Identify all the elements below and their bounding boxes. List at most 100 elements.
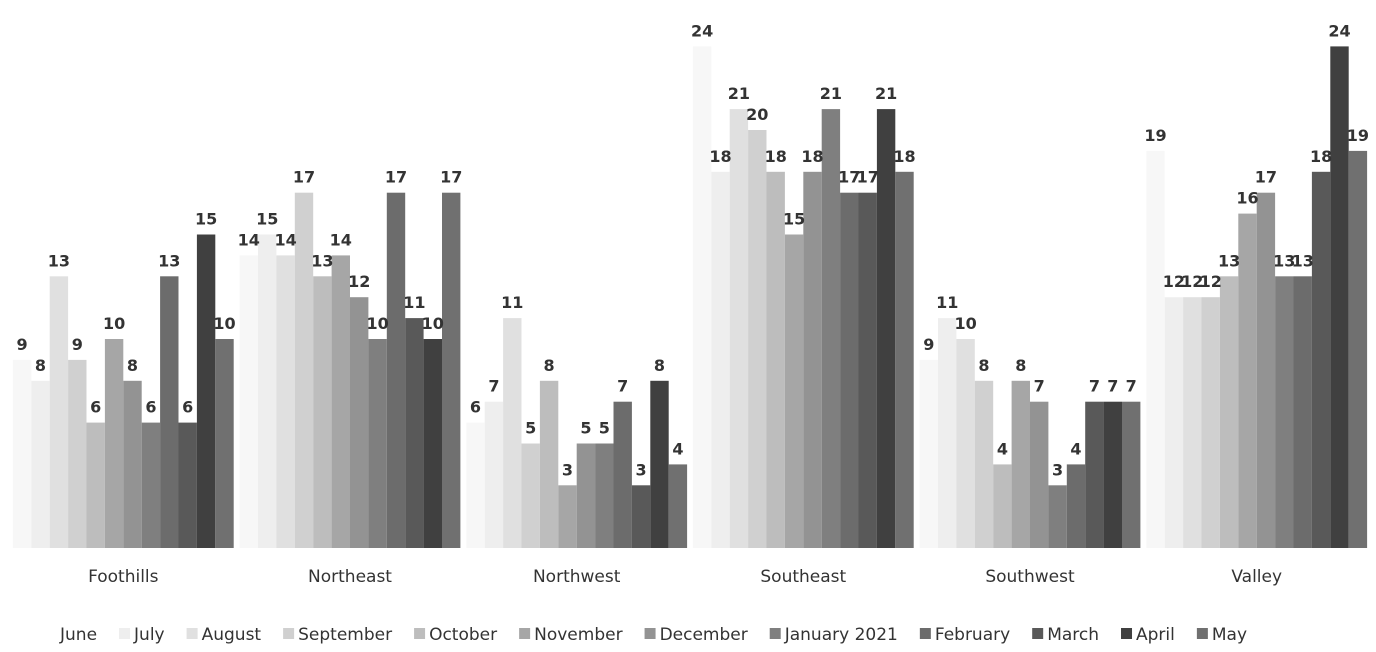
legend-swatch	[1032, 628, 1044, 639]
data-label: 13	[1292, 251, 1314, 270]
data-label: 7	[1034, 377, 1045, 396]
legend-label: December	[660, 625, 748, 645]
bar-northwest-january-2021	[595, 443, 614, 548]
bar-northwest-august	[503, 318, 522, 548]
value-labels-layer: 9813961086136151014151417131412101711101…	[17, 21, 1370, 479]
bar-valley-june	[1146, 150, 1165, 548]
legend-label: February	[935, 625, 1010, 645]
legend-item: August	[186, 625, 261, 645]
bar-northwest-april	[650, 380, 669, 548]
data-label: 19	[1144, 126, 1166, 145]
data-label: 5	[599, 419, 610, 438]
bar-foothills-august	[49, 276, 69, 548]
data-label: 4	[1070, 439, 1081, 458]
data-label: 20	[746, 105, 768, 124]
data-label: 10	[954, 314, 976, 333]
bar-valley-march	[1311, 171, 1331, 549]
legend-swatch	[414, 628, 426, 639]
bar-foothills-december	[123, 380, 142, 548]
bar-foothills-july	[31, 380, 50, 548]
data-label: 8	[654, 356, 665, 375]
data-label: 8	[978, 356, 989, 375]
data-label: 10	[213, 314, 235, 333]
legend-swatch	[186, 628, 198, 639]
legend-label: September	[298, 625, 392, 645]
data-label: 21	[728, 84, 750, 103]
legend-swatch	[1196, 628, 1208, 639]
data-label: 15	[256, 210, 278, 229]
category-label: Northeast	[308, 567, 392, 587]
data-label: 5	[525, 419, 536, 438]
bar-foothills-january-2021	[141, 422, 161, 548]
bar-southwest-july	[938, 318, 957, 548]
legend-label: June	[59, 625, 97, 645]
category-label: Foothills	[88, 567, 159, 587]
bar-southwest-february	[1066, 464, 1086, 548]
bar-southeast-august	[729, 109, 749, 548]
bar-foothills-november	[104, 339, 124, 548]
data-label: 6	[470, 398, 481, 417]
bar-foothills-february	[160, 276, 179, 548]
bar-southeast-september	[748, 130, 767, 548]
data-label: 17	[385, 168, 407, 187]
data-label: 18	[801, 147, 823, 166]
data-label: 21	[875, 84, 897, 103]
bar-foothills-september	[68, 359, 87, 548]
data-label: 18	[709, 147, 731, 166]
legend-swatch	[519, 628, 531, 639]
bar-northeast-september	[294, 192, 314, 548]
bars-layer	[12, 46, 1368, 549]
category-label: Northwest	[533, 567, 621, 587]
data-label: 6	[145, 398, 156, 417]
legend-item: December	[644, 625, 748, 645]
data-label: 17	[440, 168, 462, 187]
data-label: 9	[72, 335, 83, 354]
data-label: 3	[636, 460, 647, 479]
bar-foothills-april	[196, 234, 216, 548]
data-label: 7	[1107, 377, 1118, 396]
data-label: 8	[544, 356, 555, 375]
legend-label: March	[1047, 625, 1099, 645]
bar-northeast-march	[405, 318, 424, 548]
bar-southeast-june	[692, 46, 712, 549]
category-labels-layer: Foothills Northeast Northwest Southeast Sout…	[88, 567, 1282, 587]
data-label: 15	[195, 210, 217, 229]
bar-northwest-february	[613, 401, 632, 548]
data-label: 10	[422, 314, 444, 333]
bar-southwest-march	[1085, 401, 1104, 548]
bar-valley-november	[1238, 213, 1257, 548]
data-label: 16	[1236, 189, 1258, 208]
legend-item: April	[1121, 625, 1175, 645]
bar-southwest-november	[1011, 380, 1030, 548]
bar-southeast-march	[858, 192, 877, 548]
legend-item: October	[414, 625, 497, 645]
data-label: 17	[838, 168, 860, 187]
category-label: Valley	[1231, 567, 1282, 587]
data-label: 3	[562, 460, 573, 479]
legend-item: May	[1196, 625, 1247, 645]
bar-northwest-march	[631, 485, 651, 548]
legend-item: February	[919, 625, 1010, 645]
bar-northwest-september	[521, 443, 540, 548]
data-label: 7	[617, 377, 628, 396]
legend-label: July	[133, 625, 165, 645]
data-label: 3	[1052, 460, 1063, 479]
data-label: 13	[311, 251, 333, 270]
data-label: 6	[182, 398, 193, 417]
data-label: 18	[765, 147, 787, 166]
data-label: 8	[1015, 356, 1026, 375]
data-label: 7	[1089, 377, 1100, 396]
data-label: 14	[238, 230, 260, 249]
bar-valley-december	[1256, 192, 1276, 548]
bar-southwest-october	[993, 464, 1012, 548]
data-label: 4	[672, 439, 683, 458]
bar-foothills-october	[86, 422, 105, 548]
bar-northwest-june	[466, 422, 485, 548]
data-label: 7	[488, 377, 499, 396]
bar-northeast-february	[386, 192, 406, 548]
bar-northeast-june	[239, 255, 258, 548]
bar-northeast-january-2021	[368, 339, 387, 548]
legend-label: May	[1212, 625, 1247, 645]
legend-swatch	[119, 628, 131, 639]
